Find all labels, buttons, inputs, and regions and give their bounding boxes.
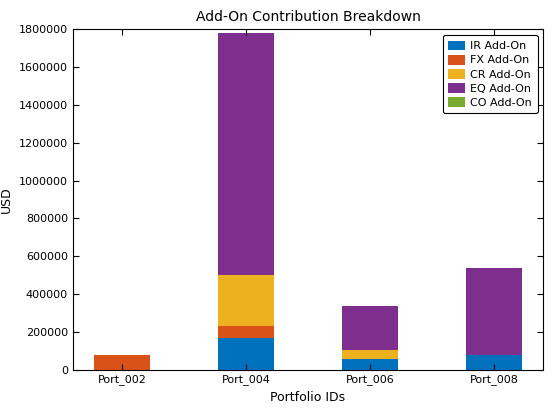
Bar	[218, 326, 274, 339]
Bar	[466, 268, 522, 355]
Bar	[342, 359, 398, 370]
X-axis label: Portfolio IDs: Portfolio IDs	[270, 391, 346, 404]
Bar	[466, 355, 522, 370]
Y-axis label: USD: USD	[0, 186, 13, 213]
Bar	[218, 339, 274, 370]
Bar	[342, 350, 398, 359]
Bar	[218, 33, 274, 275]
Bar	[218, 275, 274, 326]
Bar	[342, 306, 398, 350]
Title: Add-On Contribution Breakdown: Add-On Contribution Breakdown	[195, 10, 421, 24]
Legend: IR Add-On, FX Add-On, CR Add-On, EQ Add-On, CO Add-On: IR Add-On, FX Add-On, CR Add-On, EQ Add-…	[442, 35, 538, 113]
Bar	[94, 355, 150, 370]
